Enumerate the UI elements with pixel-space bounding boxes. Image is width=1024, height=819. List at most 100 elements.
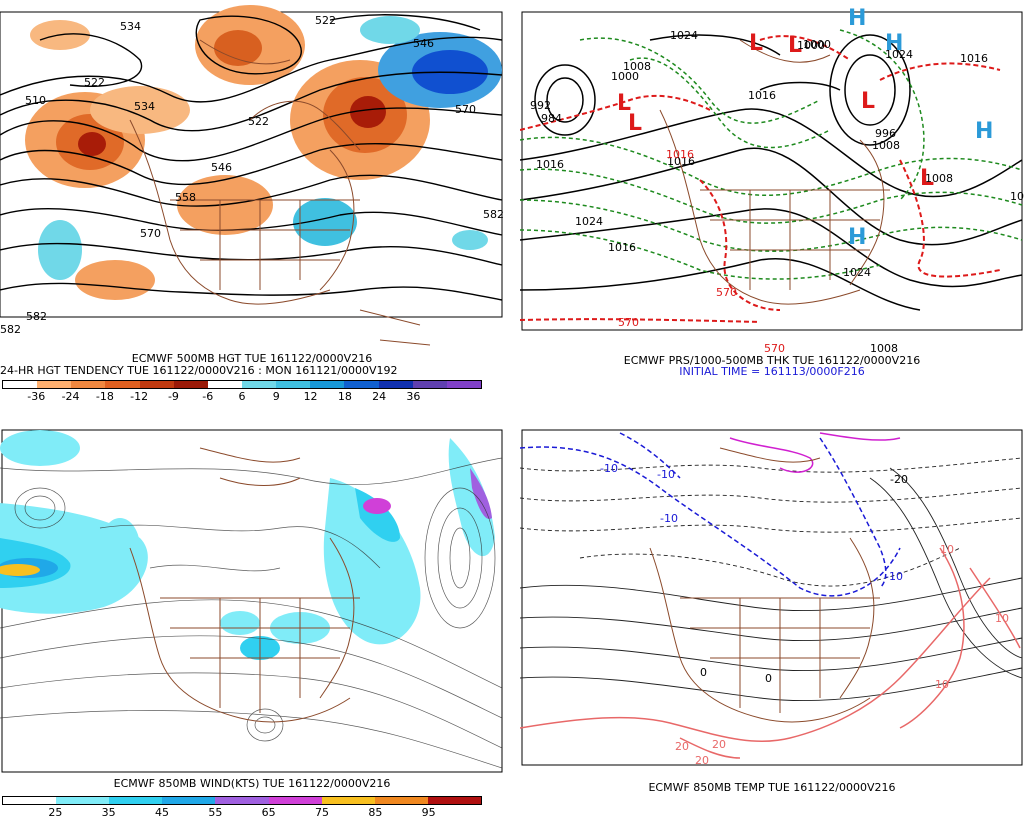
tendency-shading	[25, 5, 502, 300]
high-center: H	[975, 119, 993, 144]
colorbar-tick-label: -18	[95, 390, 114, 403]
contour-labels: -10 -10 -10 -10 10 10 20 20 20 -20 0 0 1…	[600, 462, 1009, 767]
colorbar-tick-label: 85	[368, 806, 383, 819]
colorbar-tendency-ticks: -36 -24 -18 -12 -9 -6 6 9 12 18 24 36	[2, 390, 482, 404]
low-center: L	[749, 31, 763, 56]
coastlines	[129, 447, 360, 723]
contour-label: 1024	[670, 29, 698, 42]
colorbar-tick-label: 6	[238, 390, 246, 403]
low-center: L	[920, 166, 934, 191]
contour-label: 570	[618, 316, 639, 329]
contour-label: 20	[712, 738, 726, 751]
caption-pressure: ECMWF PRS/1000-500MB THK TUE 161122/0000…	[623, 354, 921, 367]
colorbar-swatch	[215, 797, 269, 804]
colorbar-swatch	[412, 381, 447, 388]
colorbar-swatch	[241, 381, 277, 388]
contour-label: 1016	[666, 148, 694, 161]
contour-label: 0	[765, 672, 772, 685]
colorbar-swatch	[310, 381, 345, 388]
map-pressure-thickness: L L L L L L H H H H 1024 1008 1000 992 9…	[520, 6, 1024, 355]
contour-label: 522	[84, 76, 105, 89]
colorbar-tick-label: 18	[337, 390, 352, 403]
colorbar-swatch	[3, 381, 38, 388]
contour-label: 1000	[803, 38, 831, 51]
contour-label: 582	[26, 310, 47, 323]
contour-label: 1016	[667, 155, 695, 168]
thickness-lines-red	[520, 35, 1001, 323]
colorbar-wind	[2, 796, 482, 805]
colorbar-tick-label: -36	[27, 390, 46, 403]
coastlines	[649, 447, 880, 723]
colorbar-swatch	[446, 381, 481, 388]
contour-labels: 534 522 546 510 522 534 522 546 558 570 …	[0, 14, 504, 336]
panel-850mb-temp: -10 -10 -10 -10 10 10 20 20 20 -20 0 0 1…	[520, 428, 1024, 819]
contour-label: 570	[455, 103, 476, 116]
contour-label: -10	[657, 468, 675, 481]
contour-label: 522	[315, 14, 336, 27]
contour-label: 10	[995, 612, 1009, 625]
contour-label: 570	[716, 286, 737, 299]
colorbar-tick-label: 95	[421, 806, 436, 819]
caption-height: ECMWF 500MB HGT TUE 161122/0000V216	[131, 352, 373, 365]
isotherms-magenta	[729, 432, 901, 473]
panel-pressure-thickness: L L L L L L H H H H 1024 1008 1000 992 9…	[520, 0, 1024, 406]
colorbar-swatch	[268, 797, 322, 804]
colorbar-tick-label: 24	[372, 390, 387, 403]
colorbar-swatch	[344, 381, 379, 388]
high-center: H	[848, 6, 866, 31]
colorbar-swatch	[207, 381, 242, 388]
map-850mb-wind	[0, 429, 503, 773]
colorbar-tick-label: -24	[61, 390, 80, 403]
contour-label: 582	[0, 323, 21, 336]
colorbar-swatch	[139, 381, 174, 388]
colorbar-tick-label: 9	[272, 390, 280, 403]
high-center: H	[885, 31, 903, 56]
contour-label: 996	[875, 127, 896, 140]
colorbar-tick-label: 45	[155, 806, 169, 819]
colorbar-swatch	[109, 797, 163, 804]
contour-label: 1000	[611, 70, 639, 83]
height-contours	[0, 14, 503, 301]
colorbar-tick-label: 75	[315, 806, 329, 819]
contour-labels: 1024 1008 1000 992 984 1016 1016 1016 10…	[530, 29, 1024, 355]
colorbar-tick-label: 25	[48, 806, 63, 819]
colorbar-swatch	[3, 797, 57, 804]
low-center: L	[861, 89, 875, 114]
contour-label: 10	[940, 543, 954, 556]
contour-label: -10	[660, 512, 678, 525]
contour-label: 20	[695, 754, 709, 767]
colorbar-tick-label: 12	[303, 390, 318, 403]
colorbar-swatch	[374, 797, 428, 804]
isotherms-dashed-black	[520, 457, 1023, 587]
colorbar-swatch	[321, 797, 375, 804]
contour-label: 1000	[797, 39, 825, 52]
contour-label: 534	[134, 100, 155, 113]
contour-label: 570	[140, 227, 161, 240]
colorbar-swatch	[378, 381, 413, 388]
contour-label: 582	[483, 208, 504, 221]
colorbar-tendency	[2, 380, 482, 389]
colorbar-swatch	[56, 797, 110, 804]
contour-label: 534	[120, 20, 141, 33]
contour-label: 20	[675, 740, 689, 753]
contour-label: 0	[700, 666, 707, 679]
coastlines	[129, 39, 431, 346]
contour-label: 546	[413, 37, 434, 50]
colorbar-tick-label: -6	[202, 390, 214, 403]
wind-shading	[0, 430, 495, 660]
contour-label: 522	[248, 115, 269, 128]
caption-tendency: 24-HR HGT TENDENCY TUE 161122/0000V216 :…	[0, 364, 398, 377]
contour-label: 546	[211, 161, 232, 174]
colorbar-tick-label: 35	[101, 806, 116, 819]
colorbar-swatch	[37, 381, 72, 388]
colorbar-tick-label: 36	[406, 390, 421, 403]
map-850mb-temp: -10 -10 -10 -10 10 10 20 20 20 -20 0 0 1…	[520, 429, 1023, 767]
caption-initial-time: INITIAL TIME = 161113/0000F216	[679, 365, 865, 378]
colorbar-tick-label: 65	[261, 806, 276, 819]
colorbar-swatch	[162, 797, 216, 804]
contour-label: 1008	[870, 342, 898, 355]
caption-wind: ECMWF 850MB WIND(KTS) TUE 161122/0000V21…	[113, 777, 391, 790]
contour-label: -10	[600, 462, 618, 475]
map-500mb-height: 534 522 546 510 522 534 522 546 558 570 …	[0, 5, 504, 346]
contour-label: 984	[541, 112, 562, 125]
